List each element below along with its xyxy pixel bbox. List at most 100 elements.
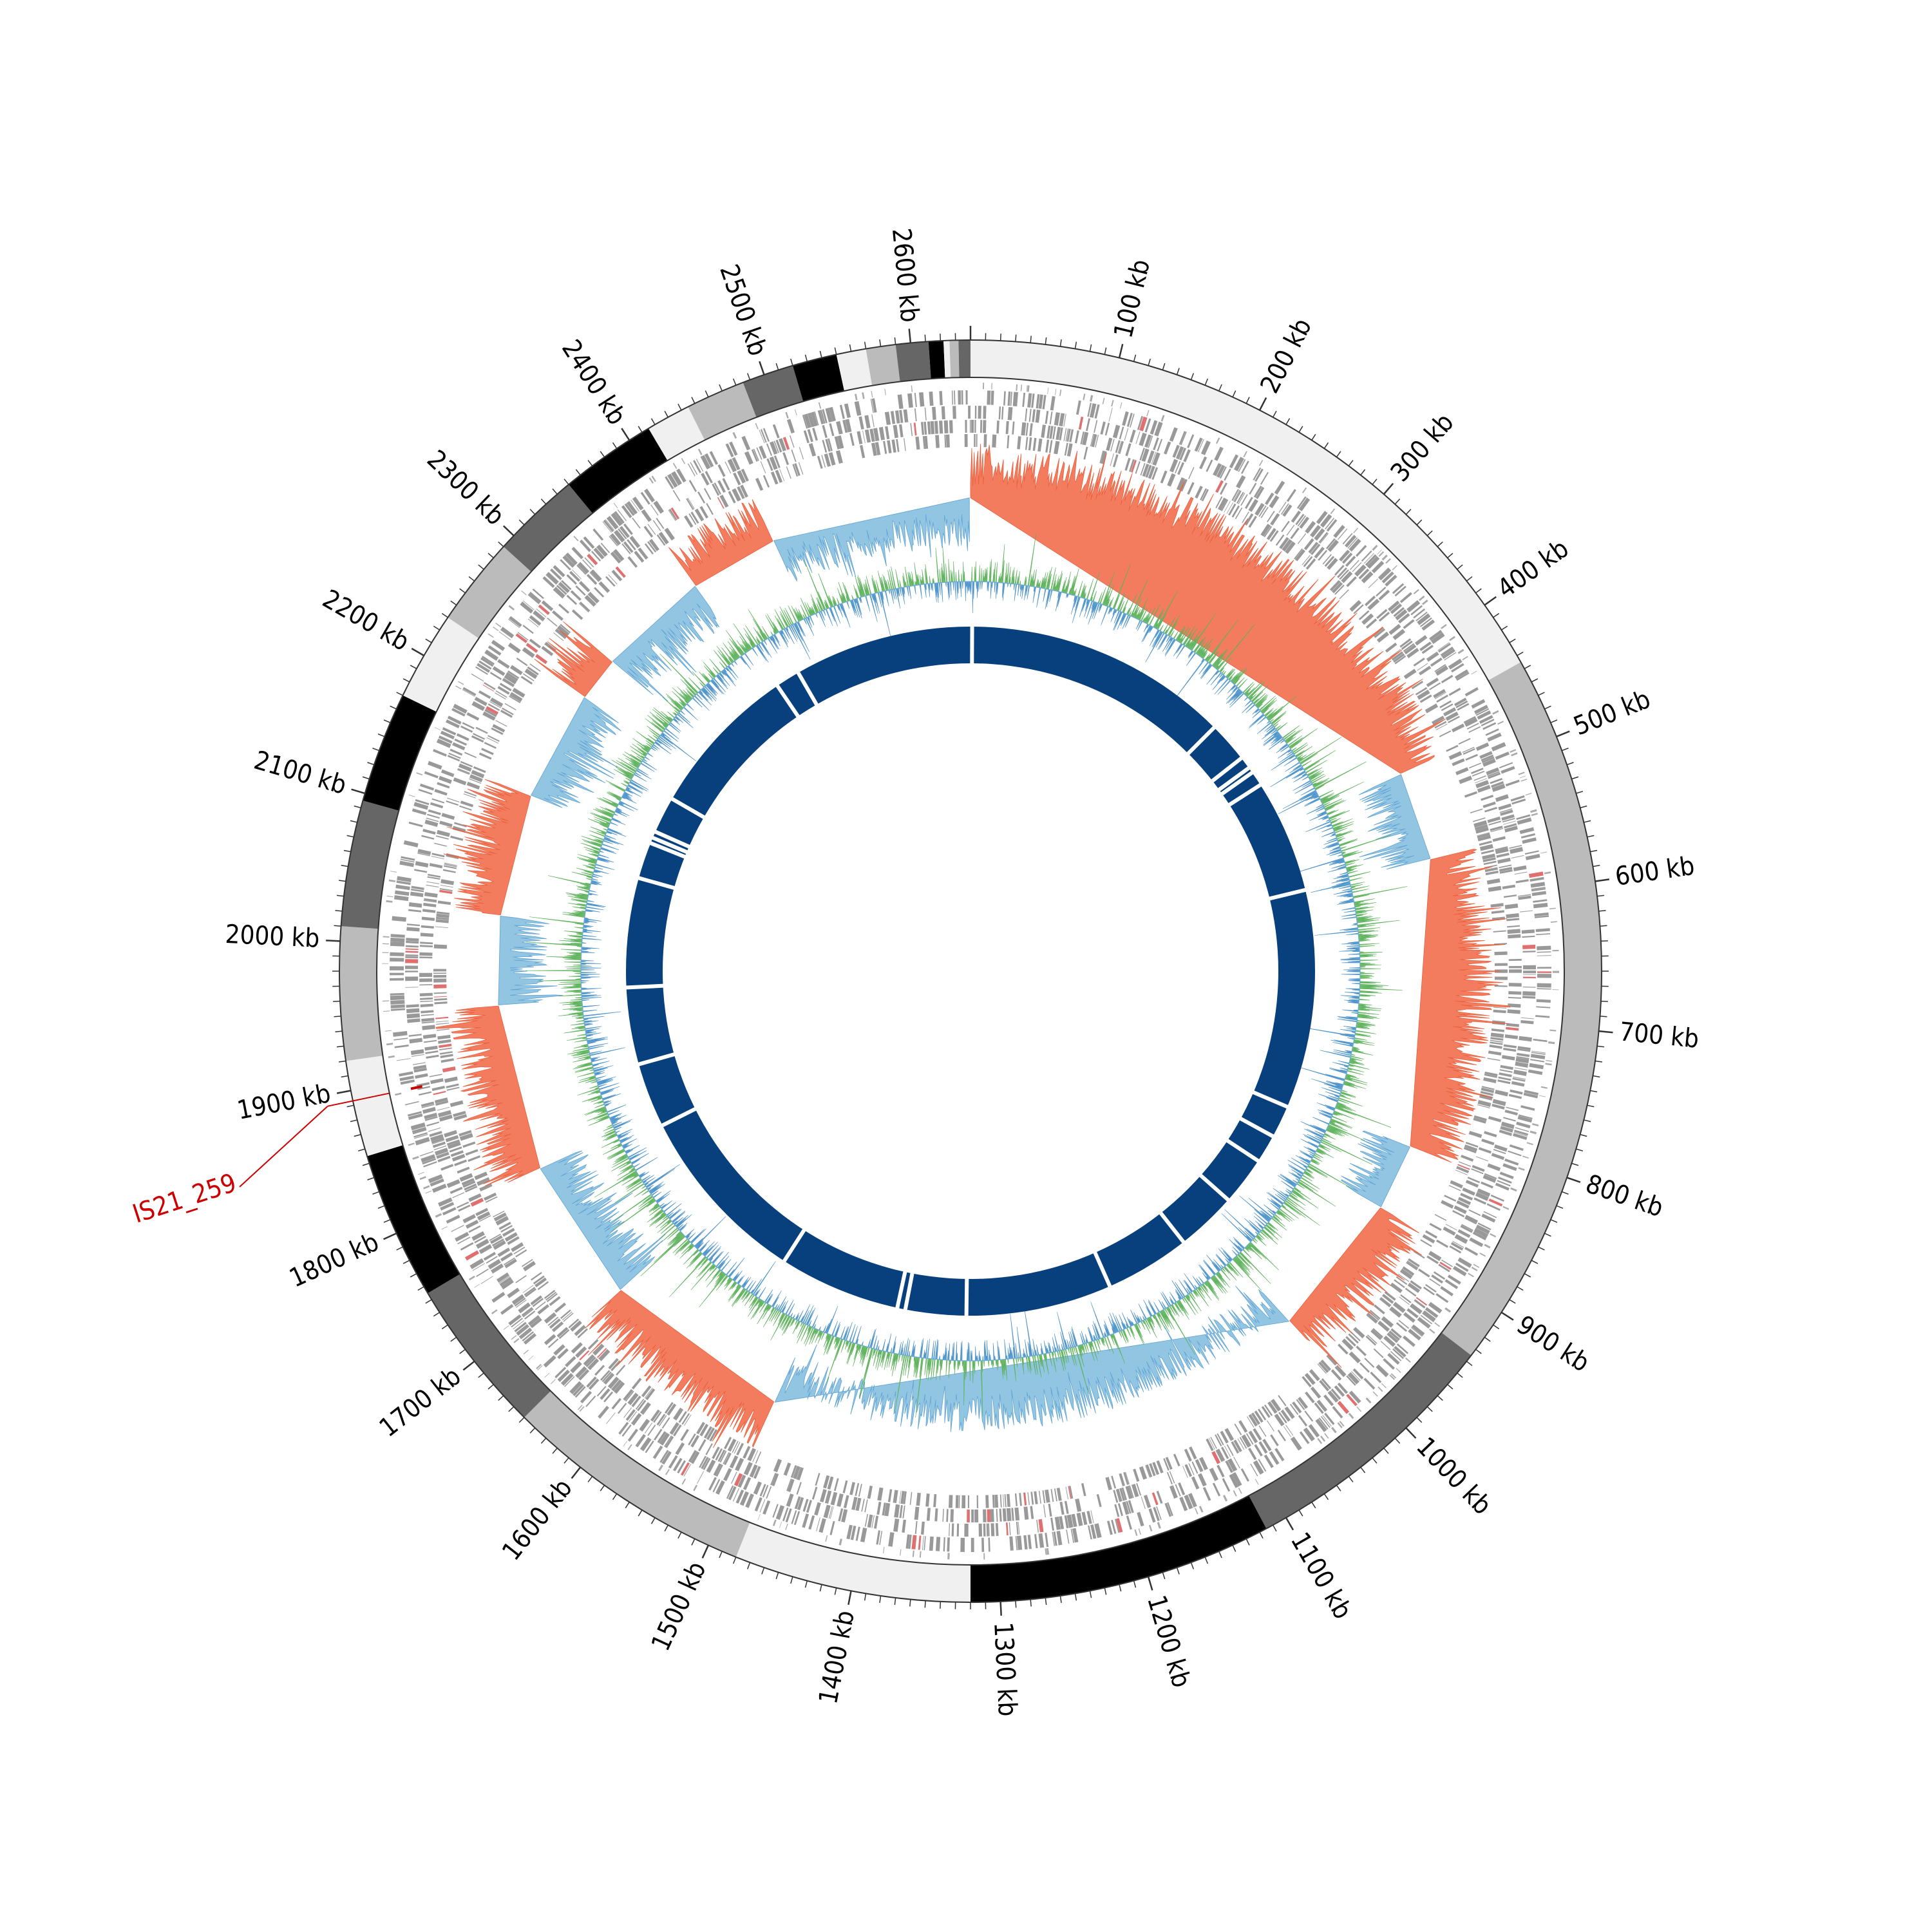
gene-feature [390, 972, 404, 976]
minor-tick [1162, 363, 1166, 370]
gene-feature [522, 1285, 534, 1293]
minor-tick [1475, 588, 1482, 594]
gene-feature [608, 574, 618, 585]
gene-feature [1510, 795, 1525, 802]
gene-feature [1349, 600, 1362, 612]
gene-feature [1405, 1357, 1411, 1363]
gene-feature [974, 406, 977, 419]
minor-tick [377, 733, 385, 737]
gene-feature [420, 942, 433, 945]
minor-tick [346, 835, 354, 838]
gene-feature [637, 1399, 647, 1412]
gene-feature [422, 828, 436, 835]
gene-feature [623, 1441, 627, 1447]
gene-feature [814, 411, 819, 426]
gene-feature [1522, 965, 1536, 970]
gene-feature [454, 822, 467, 828]
gene-feature [1479, 1253, 1486, 1257]
gene-feature [421, 916, 435, 922]
gene-feature [1513, 1076, 1526, 1080]
gene-feature [462, 689, 475, 697]
gene-feature [913, 422, 917, 436]
gene-feature [524, 668, 538, 679]
minor-tick [450, 600, 457, 606]
gene-feature [395, 884, 410, 891]
gene-feature [855, 393, 858, 401]
gene-feature [1304, 1372, 1316, 1385]
gene-feature [755, 477, 764, 491]
gene-feature [1331, 1388, 1341, 1400]
major-tick [1258, 397, 1267, 411]
gene-feature [1430, 657, 1443, 667]
minor-tick [864, 341, 867, 349]
gene-feature [523, 1349, 529, 1355]
minor-tick [350, 820, 357, 823]
gene-feature [1471, 1168, 1484, 1175]
gene-feature [1314, 528, 1325, 541]
minor-tick [1059, 1595, 1062, 1604]
major-tick [336, 1090, 351, 1094]
gene-feature [864, 429, 871, 443]
gene-feature [1416, 611, 1428, 621]
gene-feature [491, 1292, 506, 1303]
gene-feature [1066, 1514, 1074, 1528]
gene-feature [439, 1043, 452, 1048]
scale-tick-label: 2600 kb [886, 227, 925, 323]
gene-feature [1280, 1409, 1291, 1422]
gene-feature [817, 410, 824, 424]
gene-feature [1451, 663, 1464, 673]
gene-feature [1042, 1490, 1046, 1504]
gene-feature [1317, 1363, 1327, 1374]
gene-feature [1023, 1506, 1029, 1520]
scale-tick-label: 400 kb [1492, 534, 1575, 604]
gene-feature [439, 1051, 453, 1055]
gene-feature [1315, 1418, 1327, 1432]
minor-tick [343, 849, 351, 853]
gene-feature [1376, 1364, 1389, 1378]
gene-feature [1189, 1446, 1197, 1460]
gene-feature [1548, 1041, 1555, 1045]
gene-feature [839, 404, 845, 419]
gene-feature [793, 1511, 800, 1526]
gene-feature [1066, 428, 1071, 442]
gene-feature [825, 1535, 828, 1542]
gene-feature [1187, 434, 1195, 448]
gene-feature [440, 769, 455, 777]
gene-feature [1390, 1328, 1402, 1339]
gene-feature [1157, 1522, 1161, 1529]
gene-feature [1200, 488, 1208, 501]
contig-break [636, 1052, 677, 1067]
gene-feature [1278, 1412, 1287, 1424]
gene-feature [1129, 430, 1136, 443]
gene-feature [723, 1468, 732, 1481]
gene-feature [497, 659, 510, 669]
gene-feature [553, 565, 565, 578]
gene-feature [1258, 1425, 1267, 1437]
gene-feature [1499, 864, 1512, 869]
minor-tick [691, 397, 696, 404]
gene-feature [521, 1307, 533, 1317]
contig-break [903, 1270, 915, 1312]
minor-tick [1600, 1016, 1607, 1018]
gene-feature [1522, 944, 1536, 949]
gene-feature [473, 766, 486, 773]
gene-feature [1125, 1485, 1133, 1499]
gene-feature [1479, 715, 1493, 724]
gene-feature [431, 856, 444, 860]
minor-tick [338, 1060, 346, 1063]
gene-feature [545, 1291, 557, 1301]
gene-feature [558, 603, 569, 614]
gene-feature [1319, 1379, 1330, 1392]
gene-feature [553, 1344, 565, 1356]
major-tick [1566, 1177, 1581, 1183]
gene-feature [627, 1444, 632, 1450]
gene-feature [1366, 1312, 1378, 1324]
gene-feature [1286, 524, 1295, 536]
gene-feature [497, 1272, 509, 1283]
gene-feature [1457, 1164, 1470, 1170]
gene-feature [933, 1494, 937, 1508]
gene-feature [1503, 1117, 1516, 1122]
gene-feature [649, 538, 659, 551]
gene-feature [861, 1499, 865, 1512]
gene-feature [1483, 1077, 1497, 1084]
